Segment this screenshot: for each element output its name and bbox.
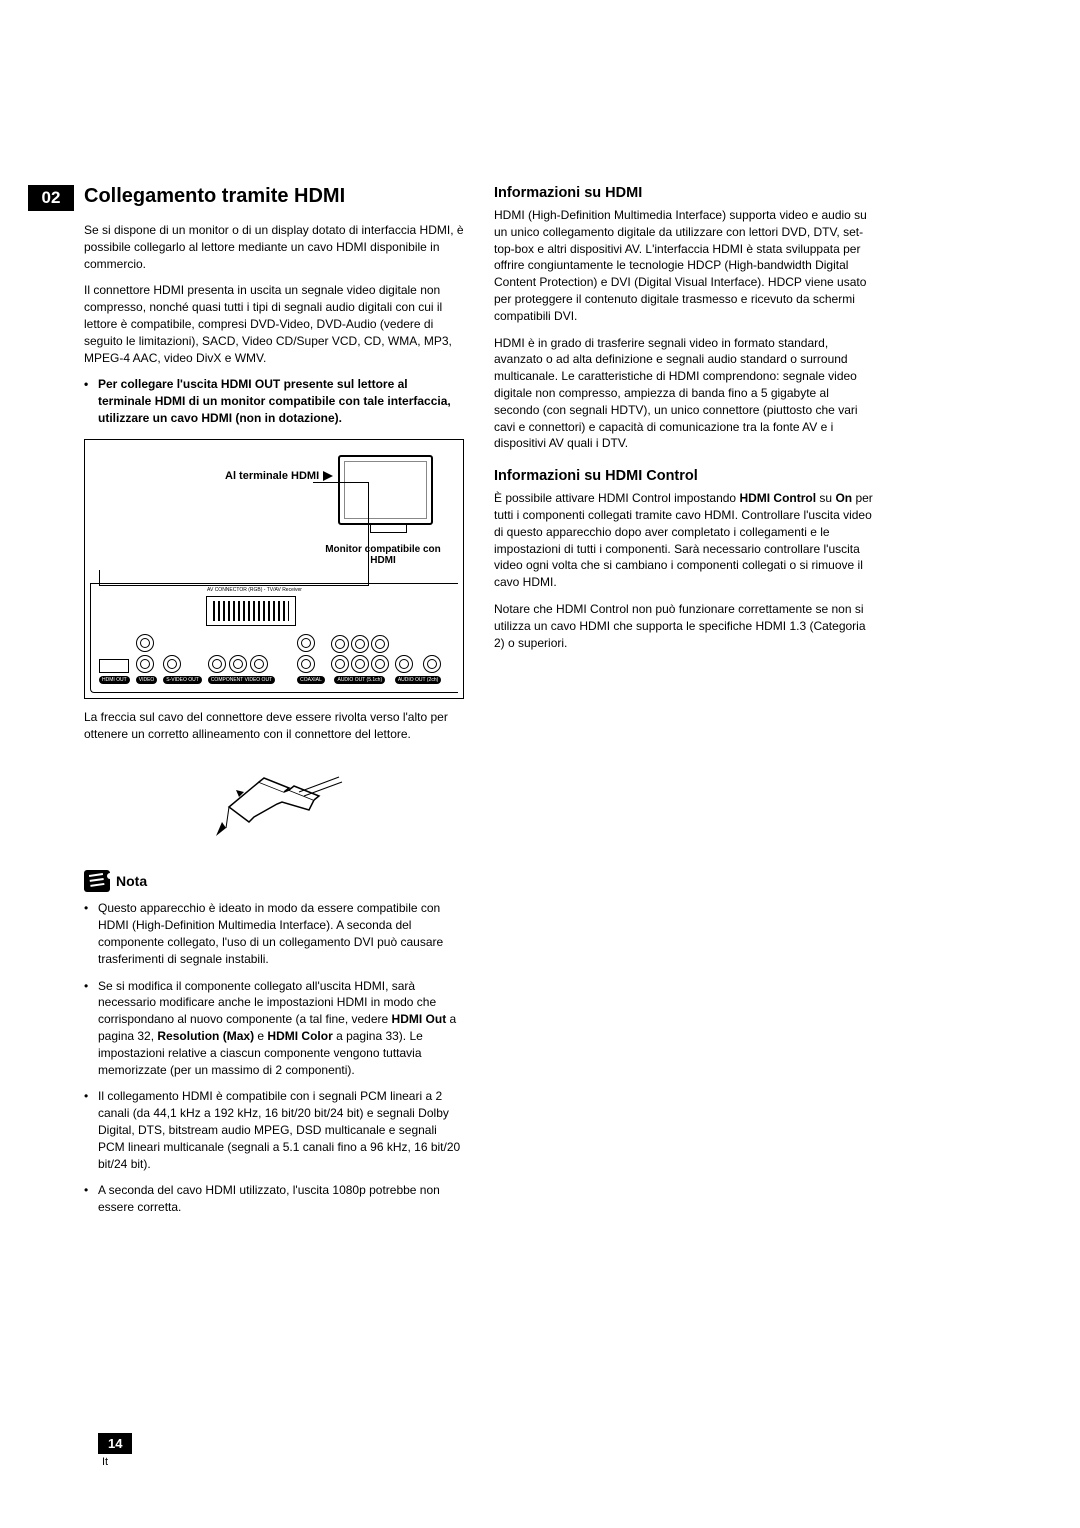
left-column: 02 Collegamento tramite HDMI Se si dispo… [84,185,464,1226]
scart-connector: AV CONNECTOR (RGB) - TV/AV Receiver [206,596,296,626]
page-content: 02 Collegamento tramite HDMI Se si dispo… [84,185,996,1226]
note-label: Nota [116,873,147,889]
connection-diagram: Al terminale HDMI Monitor compatibile co… [84,439,464,699]
note-icon [84,870,110,892]
diagram-terminal-label: Al terminale HDMI [225,470,333,482]
right-paragraph-3: È possibile attivare HDMI Control impost… [494,490,874,591]
hdmi-label: HDMI OUT [99,676,130,684]
note-item: Se si modifica il componente collegato a… [84,978,464,1079]
notes-list: Questo apparecchio è ideato in modo da e… [84,900,464,1216]
hdmi-connector-illustration [204,752,344,852]
page-number: 14 [98,1433,132,1454]
note-header: Nota [84,870,464,892]
cable-line-1 [313,482,369,582]
subsection-title-2: Informazioni su HDMI Control [494,468,874,484]
subsection-title-1: Informazioni su HDMI [494,185,874,201]
note-item: Il collegamento HDMI è compatibile con i… [84,1088,464,1172]
page-footer: 14 It [98,1433,132,1468]
back-panel-illustration: AV CONNECTOR (RGB) - TV/AV Receiver HDMI… [90,583,458,693]
hdmi-port-icon [99,659,129,673]
note-item: A seconda del cavo HDMI utilizzato, l'us… [84,1182,464,1216]
instruction-bullet: Per collegare l'uscita HDMI OUT presente… [84,376,464,426]
svideo-label: S-VIDEO OUT [163,676,202,684]
component-label: COMPONENT VIDEO OUT [208,676,275,684]
right-column: Informazioni su HDMI HDMI (High-Definiti… [494,185,874,1226]
arrow-right-icon [323,471,333,481]
video-label: VIDEO [136,676,158,684]
audio51-label: AUDIO OUT (5.1ch) [334,676,385,684]
note-item: Questo apparecchio è ideato in modo da e… [84,900,464,967]
right-paragraph-4: Notare che HDMI Control non può funziona… [494,601,874,651]
language-code: It [98,1456,132,1468]
audio2-label: AUDIO OUT (2ch) [395,676,441,684]
intro-paragraph-1: Se si dispone di un monitor o di un disp… [84,222,464,272]
coaxial-label: COAXIAL [297,676,325,684]
intro-paragraph-2: Il connettore HDMI presenta in uscita un… [84,282,464,366]
right-paragraph-2: HDMI è in grado di trasferire segnali vi… [494,335,874,453]
section-title: Collegamento tramite HDMI [84,185,464,208]
diagram-caption: La freccia sul cavo del connettore deve … [84,709,464,743]
chapter-badge: 02 [28,185,74,211]
right-paragraph-1: HDMI (High-Definition Multimedia Interfa… [494,207,874,325]
